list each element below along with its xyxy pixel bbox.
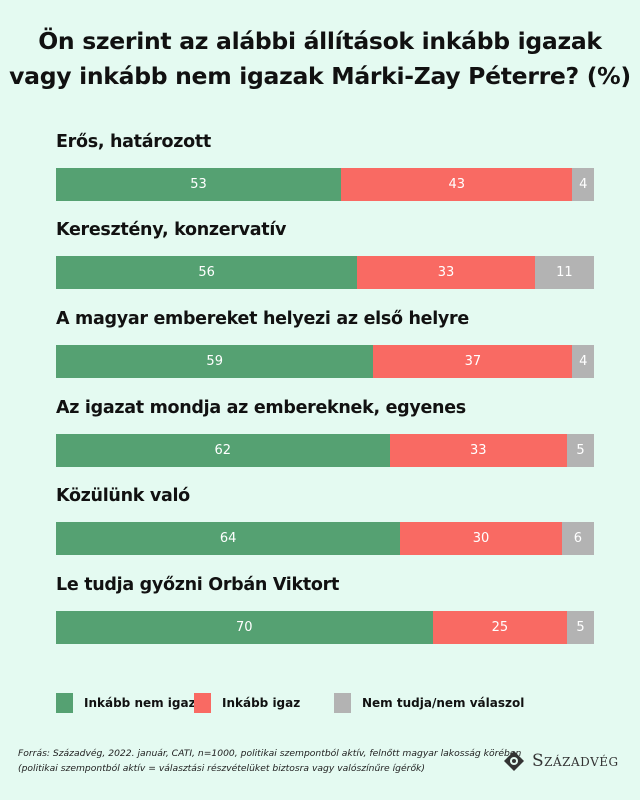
szazadveg-logo: Századvég [503, 750, 619, 772]
bar-segment: 5 [567, 434, 594, 467]
data-label: 56 [198, 265, 215, 280]
bar-segment: 30 [400, 522, 562, 555]
bar-segment: 5 [567, 611, 594, 644]
category-label: Keresztény, konzervatív [56, 220, 287, 240]
data-label: 62 [214, 443, 232, 458]
data-label: 4 [579, 354, 588, 369]
stacked-bar: 59 37 4 [56, 345, 594, 378]
legend-swatch [334, 693, 351, 713]
data-label: 5 [576, 620, 585, 635]
category-label: Le tudja győzni Orbán Viktort [56, 575, 340, 595]
bar-segment: 64 [56, 522, 401, 555]
category-label: A magyar embereket helyezi az első helyr… [56, 309, 469, 329]
bar-segment: 4 [572, 168, 594, 201]
source-note: Forrás: Századvég, 2022. január, CATI, n… [18, 748, 522, 774]
legend-swatch [56, 693, 73, 713]
data-label: 5 [576, 443, 585, 458]
legend-item-true: Inkább igaz [194, 693, 300, 713]
data-label: 70 [236, 620, 253, 635]
bar-segment: 25 [432, 611, 568, 644]
category-label: Az igazat mondja az embereknek, egyenes [56, 398, 466, 418]
bar-segment: 43 [341, 168, 573, 201]
data-label: 43 [448, 177, 466, 192]
logo-diamond-icon [504, 751, 524, 771]
bar-segment: 56 [56, 256, 358, 289]
data-label: 30 [472, 531, 490, 546]
bar-segment: 37 [373, 345, 573, 378]
data-label: 33 [470, 443, 487, 458]
bar-segment: 62 [56, 434, 390, 467]
data-label: 53 [190, 177, 207, 192]
bar-segment: 11 [534, 256, 594, 289]
stacked-bar: 62 33 5 [56, 434, 594, 467]
data-label: 33 [437, 265, 455, 280]
bar-segment: 70 [56, 611, 433, 644]
bar-segment: 33 [357, 256, 535, 289]
bar-segment: 33 [389, 434, 568, 467]
data-label: 25 [491, 620, 509, 635]
bar-segment: 6 [561, 522, 594, 555]
data-label: 11 [556, 265, 573, 280]
data-label: 4 [579, 177, 588, 192]
data-label: 64 [219, 531, 237, 546]
bar-segment: 53 [56, 168, 342, 201]
data-label: 59 [206, 354, 223, 369]
chart-title: Ön szerint az alábbi állítások inkább ig… [9, 27, 631, 90]
bar-segment: 4 [572, 345, 594, 378]
legend-item-not-true: Inkább nem igaz [56, 693, 196, 713]
stacked-bar: 53 43 4 [56, 168, 594, 201]
stacked-bar: 70 25 5 [56, 611, 594, 644]
data-label: 37 [464, 354, 482, 369]
legend-swatch [194, 693, 211, 713]
bar-segment: 59 [56, 345, 374, 378]
category-label: Közülünk való [56, 486, 190, 506]
category-label: Erős, határozott [56, 132, 211, 152]
data-label: 6 [573, 531, 582, 546]
legend-item-dont-know: Nem tudja/nem válaszol [334, 693, 524, 713]
stacked-bar: 56 33 11 [56, 256, 594, 289]
stacked-bar: 64 30 6 [56, 522, 594, 555]
